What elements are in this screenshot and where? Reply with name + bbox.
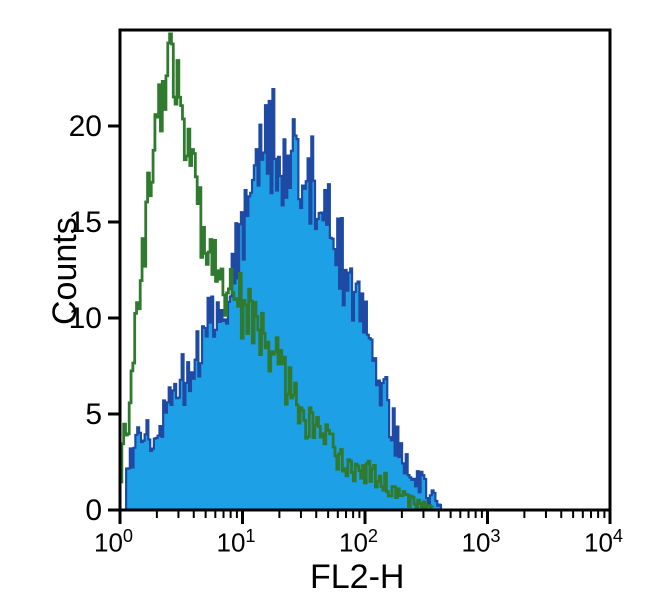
x-tick-label: 104 <box>584 526 623 559</box>
x-tick-label: 103 <box>462 526 501 559</box>
y-tick-label: 10 <box>69 302 102 336</box>
flow-histogram-chart: Counts FL2-H 100101102103104 05101520 <box>0 0 650 615</box>
y-tick-label: 15 <box>69 206 102 240</box>
x-tick-label: 102 <box>339 526 378 559</box>
x-tick-label: 100 <box>94 526 133 559</box>
x-axis-label: FL2-H <box>310 558 404 597</box>
x-tick-label: 101 <box>217 526 256 559</box>
y-tick-label: 0 <box>85 494 102 528</box>
y-tick-label: 20 <box>69 110 102 144</box>
y-tick-label: 5 <box>85 398 102 432</box>
